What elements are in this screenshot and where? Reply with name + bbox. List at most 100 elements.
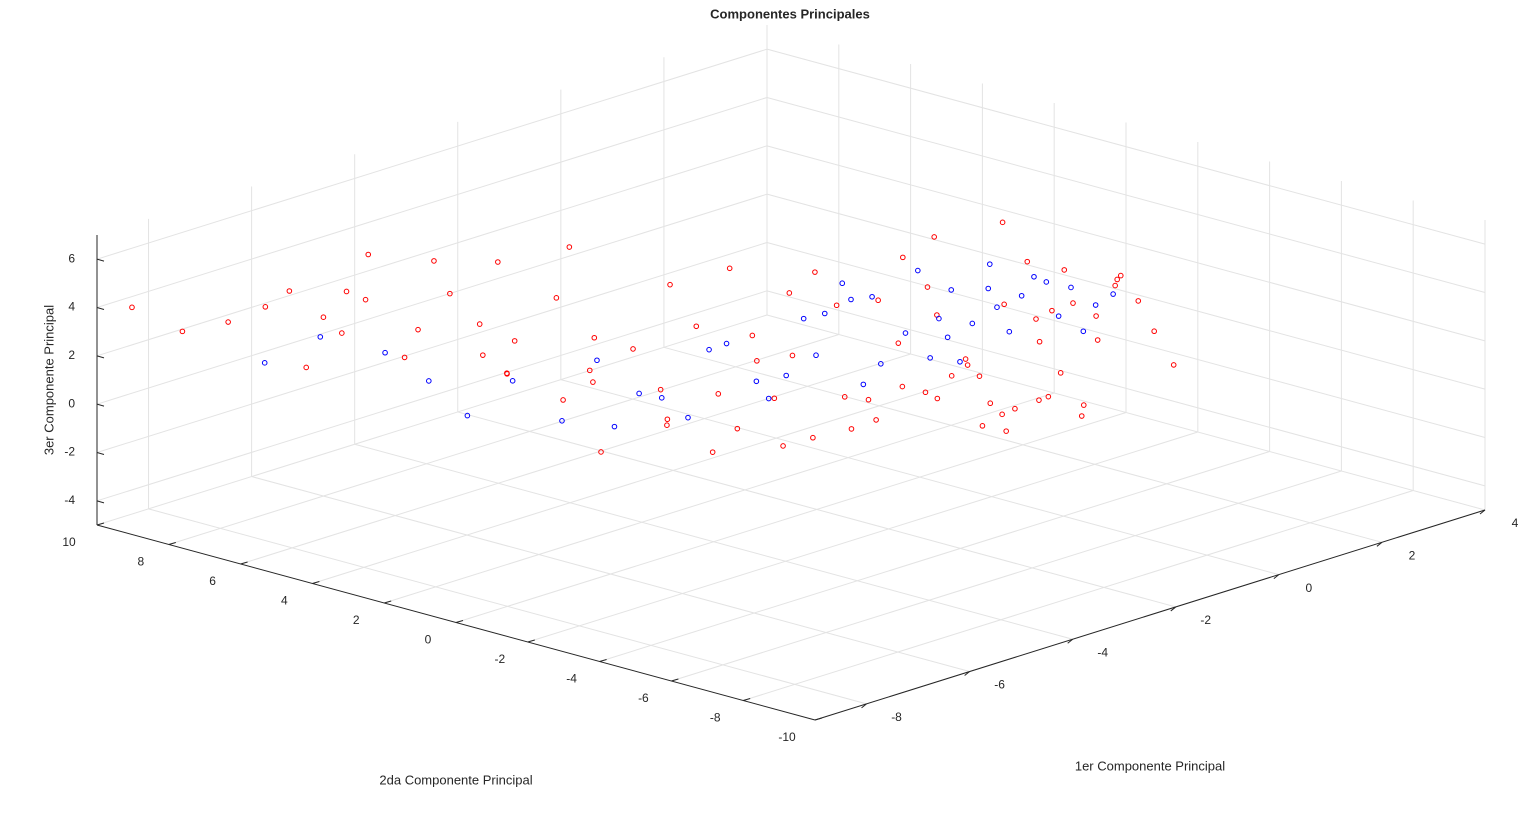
point xyxy=(1080,328,1087,335)
point xyxy=(902,330,909,336)
point xyxy=(667,281,673,288)
point xyxy=(401,354,408,361)
point xyxy=(976,373,983,379)
grid-line xyxy=(96,97,768,308)
point xyxy=(317,334,324,340)
point xyxy=(1057,370,1064,376)
point xyxy=(509,377,516,384)
y-tick-label: 2 xyxy=(353,613,360,627)
y-tick-label: 10 xyxy=(62,535,76,549)
point xyxy=(1036,338,1043,345)
grid-line xyxy=(599,451,1270,662)
point xyxy=(343,288,350,295)
point xyxy=(922,389,929,396)
grid-line xyxy=(96,242,768,453)
point xyxy=(964,362,971,368)
x-tick-label: -8 xyxy=(891,710,902,724)
grid-line xyxy=(96,290,768,502)
point xyxy=(426,378,432,384)
point xyxy=(1033,316,1039,322)
point xyxy=(1012,405,1018,412)
grid-line xyxy=(743,490,1414,701)
y-tick xyxy=(671,678,679,682)
y-tick-label: -4 xyxy=(566,672,577,686)
point xyxy=(715,391,722,397)
point xyxy=(754,358,760,364)
y-tick-label: 6 xyxy=(209,574,216,588)
point xyxy=(1045,393,1052,400)
point xyxy=(1070,300,1076,306)
z-axis-label: 3er Componente Principal xyxy=(41,305,56,455)
point xyxy=(415,326,421,333)
point xyxy=(693,323,700,330)
point xyxy=(664,416,671,423)
grid-line xyxy=(96,145,768,357)
grid-line xyxy=(766,97,1486,293)
point xyxy=(262,304,269,310)
point xyxy=(749,332,756,339)
point xyxy=(1170,362,1177,368)
y-tick-label: 8 xyxy=(137,555,144,569)
point xyxy=(664,422,670,429)
z-tick xyxy=(96,403,105,407)
grid-line xyxy=(96,48,768,260)
point xyxy=(685,414,691,421)
z-tick-label: 6 xyxy=(68,251,75,265)
grid-line xyxy=(766,48,1486,245)
x-tick-label: 2 xyxy=(1409,548,1416,562)
point xyxy=(848,426,855,432)
point xyxy=(1093,313,1099,319)
point xyxy=(786,290,793,296)
point xyxy=(591,334,598,341)
point xyxy=(734,425,741,432)
point xyxy=(511,338,518,344)
point xyxy=(1001,301,1007,308)
point xyxy=(969,320,976,327)
point xyxy=(1068,284,1074,291)
point xyxy=(1006,328,1013,335)
point xyxy=(900,254,906,261)
point xyxy=(1092,302,1099,308)
grid-line xyxy=(455,412,1127,623)
point xyxy=(611,423,618,430)
point xyxy=(1049,307,1055,314)
x-tick xyxy=(1273,574,1280,580)
grid-line xyxy=(527,431,1198,643)
point xyxy=(765,395,772,402)
y-tick-label: -10 xyxy=(778,730,796,744)
y-tick-label: 4 xyxy=(281,594,288,608)
point xyxy=(753,378,760,385)
point xyxy=(286,288,293,294)
y-tick xyxy=(168,542,176,545)
point xyxy=(1117,272,1124,279)
x-axis-label: 1er Componente Principal xyxy=(1075,758,1225,773)
x-tick xyxy=(964,671,970,676)
y-axis-label: 2da Componente Principal xyxy=(379,772,532,787)
point xyxy=(1055,313,1062,319)
y-tick xyxy=(240,561,248,565)
point xyxy=(657,386,664,393)
point xyxy=(1135,298,1142,304)
point xyxy=(833,302,840,309)
point xyxy=(821,310,828,317)
point xyxy=(848,296,854,303)
point xyxy=(1018,292,1025,299)
x-tick-label: -2 xyxy=(1200,613,1211,627)
grid-line xyxy=(766,193,1486,390)
point xyxy=(1031,273,1037,280)
point xyxy=(1151,328,1157,335)
y-tick xyxy=(599,659,607,662)
z-tick-label: 2 xyxy=(68,348,75,362)
point xyxy=(636,390,642,397)
x-tick-label: 0 xyxy=(1306,581,1313,595)
point xyxy=(865,396,872,403)
point xyxy=(810,434,816,441)
point xyxy=(927,355,933,361)
point xyxy=(179,328,186,335)
point xyxy=(873,417,879,423)
point xyxy=(464,412,471,419)
point xyxy=(839,280,846,287)
point xyxy=(957,358,963,365)
z-tick xyxy=(96,258,105,262)
